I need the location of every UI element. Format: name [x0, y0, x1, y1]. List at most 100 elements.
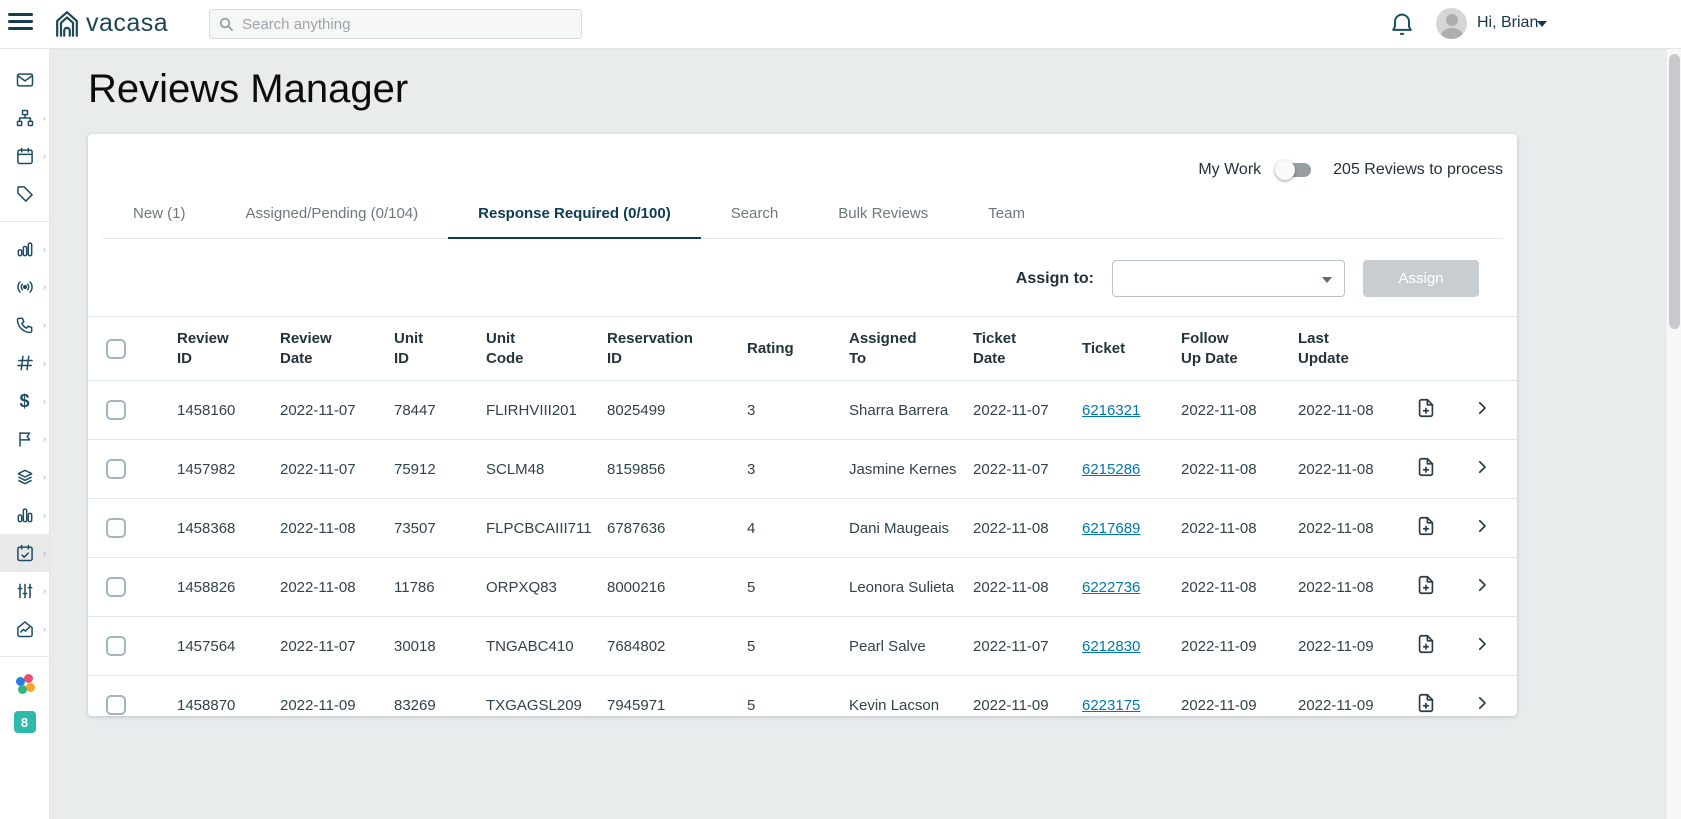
- my-work-toggle[interactable]: [1275, 160, 1312, 180]
- assign-button[interactable]: Assign: [1363, 260, 1479, 297]
- cell-rating: 5: [747, 637, 756, 655]
- assign-row: Assign to: Assign: [88, 239, 1517, 316]
- broadcast-icon: [16, 281, 33, 293]
- hamburger-menu-icon[interactable]: [8, 13, 33, 30]
- sidebar-item-calendar-check-active[interactable]: ›: [0, 534, 49, 572]
- sliders-icon: [17, 583, 32, 599]
- row-checkbox[interactable]: [106, 695, 126, 715]
- cell-last-update: 2022-11-08: [1298, 519, 1374, 537]
- tab-new[interactable]: New (1): [133, 205, 186, 222]
- select-all-checkbox[interactable]: [106, 338, 126, 359]
- sidebar-item-broadcast[interactable]: ›: [0, 268, 49, 306]
- tab-assigned-pending[interactable]: Assigned/Pending (0/104): [245, 205, 419, 222]
- ticket-link[interactable]: 6217689: [1082, 519, 1141, 537]
- hash-icon: [16, 355, 33, 371]
- expand-row-button[interactable]: [1473, 694, 1491, 716]
- cell-follow-up-date: 2022-11-08: [1181, 578, 1257, 596]
- expand-row-button[interactable]: [1473, 576, 1491, 598]
- row-checkbox[interactable]: [106, 459, 126, 479]
- layers-icon: [17, 469, 32, 485]
- ticket-link[interactable]: 6215286: [1082, 460, 1141, 478]
- notifications-bell-icon[interactable]: [1388, 9, 1416, 39]
- expand-row-button[interactable]: [1473, 458, 1491, 480]
- vacasa-logo[interactable]: vacasa: [53, 8, 168, 38]
- vacasa-house-icon: [53, 8, 81, 38]
- sidebar-item-layers[interactable]: ›: [0, 458, 49, 496]
- add-note-button[interactable]: [1415, 456, 1437, 482]
- cell-unit-code: TXGAGSL209: [486, 696, 582, 714]
- cell-last-update: 2022-11-09: [1298, 696, 1374, 714]
- add-note-button[interactable]: [1415, 633, 1437, 659]
- sidebar-item-mail[interactable]: [0, 61, 49, 99]
- assign-to-dropdown[interactable]: [1112, 260, 1345, 297]
- ticket-link[interactable]: 6222736: [1082, 578, 1141, 596]
- cell-review-id: 1457564: [177, 637, 236, 655]
- cell-ticket-date: 2022-11-08: [973, 578, 1049, 596]
- cell-unit-id: 83269: [394, 696, 436, 714]
- cell-reservation-id: 8000216: [607, 578, 666, 596]
- row-checkbox[interactable]: [106, 577, 126, 597]
- expand-chevron-icon: ›: [43, 244, 46, 254]
- search-input[interactable]: [209, 9, 582, 39]
- expand-row-button[interactable]: [1473, 399, 1491, 421]
- cell-ticket-date: 2022-11-07: [973, 401, 1049, 419]
- expand-chevron-icon: ›: [43, 320, 46, 330]
- sidebar-item-tag[interactable]: [0, 175, 49, 213]
- sidebar-item-column-chart[interactable]: ›: [0, 496, 49, 534]
- col-reservation-id: Reservation ID: [607, 330, 693, 367]
- sidebar-item-sliders[interactable]: ›: [0, 572, 49, 610]
- row-checkbox[interactable]: [106, 518, 126, 538]
- sidebar-item-org-chart[interactable]: ›: [0, 99, 49, 137]
- scrollbar-thumb[interactable]: [1669, 54, 1680, 329]
- ticket-link[interactable]: 6223175: [1082, 696, 1141, 714]
- add-note-button[interactable]: [1415, 692, 1437, 716]
- cell-unit-id: 30018: [394, 637, 436, 655]
- row-checkbox[interactable]: [106, 636, 126, 656]
- assign-to-label: Assign to:: [1015, 269, 1094, 287]
- sidebar-item-eight-app[interactable]: 8: [0, 703, 49, 741]
- sidebar-item-hash[interactable]: ›: [0, 344, 49, 382]
- cell-unit-code: FLIRHVIII201: [486, 401, 577, 419]
- row-checkbox[interactable]: [106, 400, 126, 420]
- main-content: Reviews Manager My Work 205 Reviews to p…: [50, 49, 1666, 716]
- sidebar-item-home-chart[interactable]: ›: [0, 610, 49, 648]
- tab-team[interactable]: Team: [988, 205, 1025, 222]
- sidebar-item-bar-chart[interactable]: ›: [0, 230, 49, 268]
- sidebar-item-calendar[interactable]: ›: [0, 137, 49, 175]
- add-note-button[interactable]: [1415, 574, 1437, 600]
- expand-row-button[interactable]: [1473, 517, 1491, 539]
- ticket-link[interactable]: 6216321: [1082, 401, 1141, 419]
- expand-row-button[interactable]: [1473, 635, 1491, 657]
- calendar-icon: [16, 147, 33, 165]
- sidebar-item-flag[interactable]: ›: [0, 420, 49, 458]
- sidebar-item-apps[interactable]: [0, 665, 49, 703]
- expand-chevron-icon: ›: [43, 624, 46, 634]
- chevron-right-icon: [1479, 401, 1486, 415]
- vertical-scrollbar: [1666, 49, 1681, 819]
- cell-unit-id: 11786: [394, 578, 435, 596]
- chevron-right-icon: [1479, 460, 1486, 474]
- ticket-link[interactable]: 6212830: [1082, 637, 1141, 655]
- cell-review-id: 1458160: [177, 401, 236, 419]
- add-note-button[interactable]: [1415, 515, 1437, 541]
- tab-search[interactable]: Search: [730, 205, 779, 222]
- cell-reservation-id: 8025499: [607, 401, 666, 419]
- reviews-table-body: 1458160 2022-11-07 78447 FLIRHVIII201 80…: [88, 381, 1517, 717]
- user-greeting[interactable]: Hi, Brian: [1477, 14, 1539, 31]
- cell-review-id: 1458368: [177, 519, 236, 537]
- sidebar-item-dollar[interactable]: $ ›: [0, 382, 49, 420]
- apps-colorful-icon: [15, 674, 35, 694]
- add-note-button[interactable]: [1415, 397, 1437, 423]
- sidebar-item-phone[interactable]: ›: [0, 306, 49, 344]
- mail-icon: [16, 73, 33, 87]
- avatar[interactable]: [1436, 8, 1467, 39]
- tab-response-required[interactable]: Response Required (0/100): [448, 190, 701, 239]
- user-menu-caret-icon[interactable]: [1537, 21, 1547, 27]
- flag-icon: [18, 432, 30, 447]
- tab-bulk-reviews[interactable]: Bulk Reviews: [838, 205, 929, 222]
- cell-unit-code: TNGABC410: [486, 637, 574, 655]
- cell-reservation-id: 7684802: [607, 637, 666, 655]
- cell-review-date: 2022-11-08: [280, 578, 356, 596]
- file-plus-icon: [1418, 575, 1434, 595]
- chevron-right-icon: [1479, 637, 1486, 651]
